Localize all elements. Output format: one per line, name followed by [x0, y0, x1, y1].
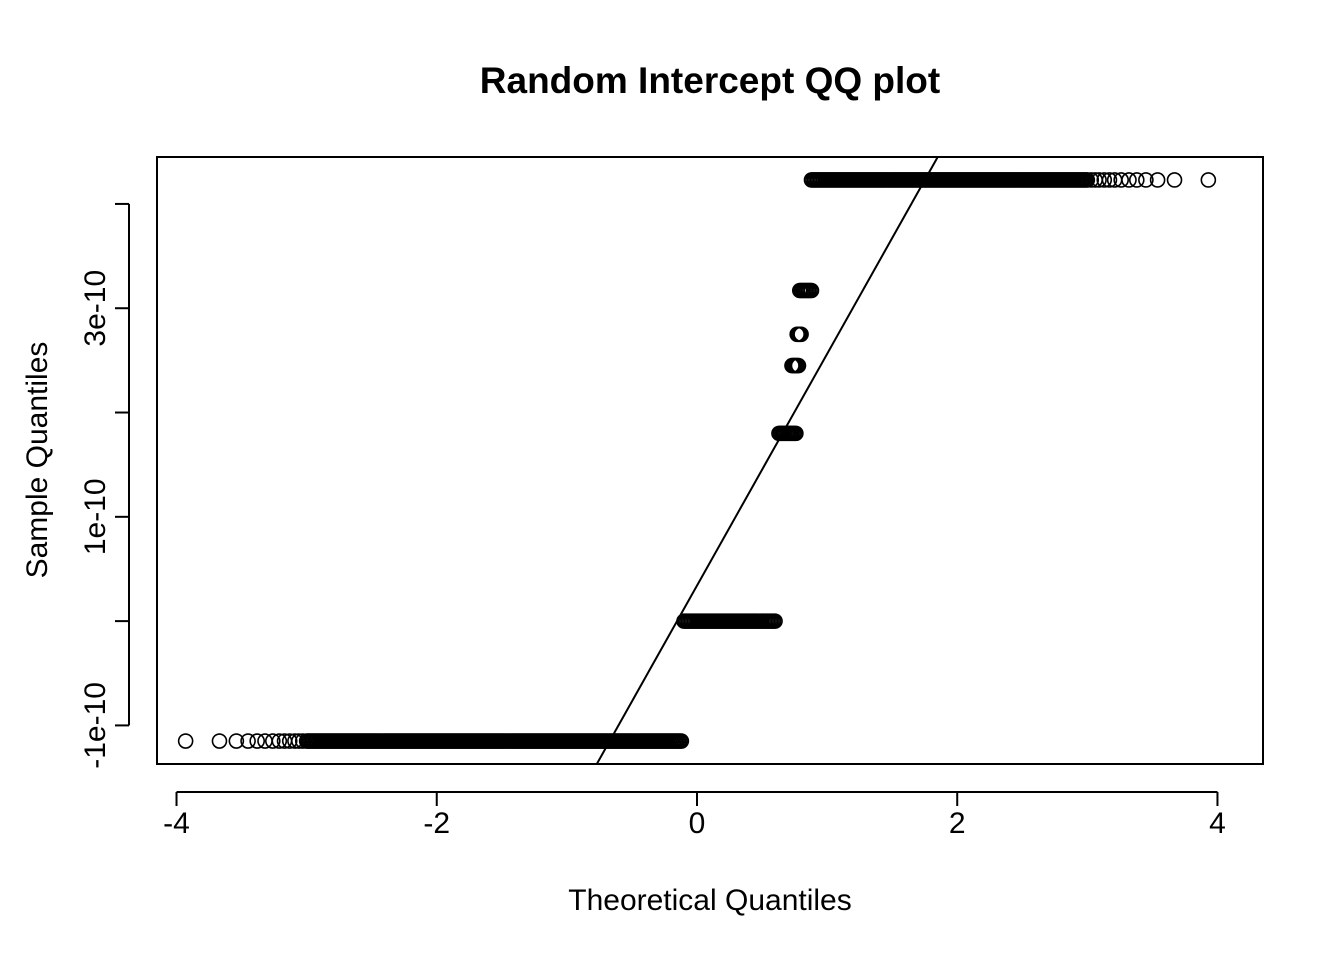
- data-point: [1149, 172, 1166, 188]
- x-tick-label: -4: [163, 807, 190, 840]
- qq-reference-line: [595, 156, 939, 765]
- data-point: [1101, 172, 1118, 188]
- data-point: [790, 357, 807, 374]
- data-point: [264, 733, 281, 749]
- x-axis-label: Theoretical Quantiles: [568, 884, 851, 917]
- y-axis: -1e-10 1e-10 3e-10: [79, 202, 130, 769]
- data-point: [793, 326, 809, 343]
- reference-line-layer: [595, 156, 939, 765]
- points-layer: [177, 172, 1217, 749]
- y-tick-label: 3e-10: [79, 270, 112, 347]
- data-point: [240, 733, 256, 749]
- x-tick-label: 0: [689, 807, 706, 840]
- data-point: [281, 733, 298, 749]
- data-point: [767, 613, 783, 629]
- data-point: [673, 733, 690, 749]
- y-tick-label: 1e-10: [79, 478, 112, 555]
- y-axis-label: Sample Quantiles: [21, 342, 54, 579]
- data-point: [271, 733, 288, 749]
- x-tick-label: -2: [423, 807, 450, 840]
- data-point: [1128, 172, 1145, 188]
- x-axis: -4 -2 0 2 4: [163, 791, 1226, 840]
- data-point: [1166, 172, 1183, 188]
- data-point: [249, 733, 265, 749]
- data-point: [211, 733, 228, 749]
- data-point: [228, 733, 245, 749]
- plot-area: [156, 156, 1264, 765]
- data-point: [1079, 172, 1096, 188]
- x-tick-label: 2: [949, 807, 966, 840]
- y-tick-label: -1e-10: [79, 682, 112, 769]
- plot-frame: [156, 156, 1264, 765]
- data-point: [1113, 172, 1129, 188]
- data-point: [803, 282, 820, 299]
- data-point: [1138, 172, 1154, 188]
- x-tick-label: 4: [1209, 807, 1226, 840]
- data-point: [177, 733, 194, 749]
- data-point: [788, 425, 804, 442]
- data-point: [1200, 172, 1217, 188]
- chart-title: Random Intercept QQ plot: [480, 60, 940, 101]
- data-point: [1121, 172, 1137, 188]
- data-point: [1096, 172, 1113, 188]
